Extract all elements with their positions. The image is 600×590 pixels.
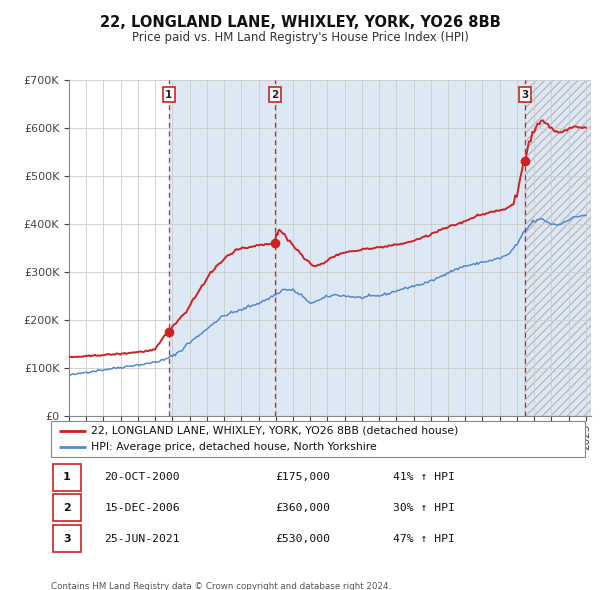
- Text: Price paid vs. HM Land Registry's House Price Index (HPI): Price paid vs. HM Land Registry's House …: [131, 31, 469, 44]
- Text: 41% ↑ HPI: 41% ↑ HPI: [393, 473, 455, 482]
- Bar: [169, 80, 275, 416]
- Text: 22, LONGLAND LANE, WHIXLEY, YORK, YO26 8BB (detached house): 22, LONGLAND LANE, WHIXLEY, YORK, YO26 8…: [91, 426, 458, 436]
- Bar: [525, 80, 591, 416]
- Text: 2: 2: [63, 503, 71, 513]
- Text: Contains HM Land Registry data © Crown copyright and database right 2024.
This d: Contains HM Land Registry data © Crown c…: [51, 582, 391, 590]
- Text: £175,000: £175,000: [275, 473, 330, 482]
- Text: 2: 2: [271, 90, 278, 100]
- Text: HPI: Average price, detached house, North Yorkshire: HPI: Average price, detached house, Nort…: [91, 442, 377, 452]
- Bar: [53, 464, 81, 491]
- Bar: [275, 80, 525, 416]
- Text: 22, LONGLAND LANE, WHIXLEY, YORK, YO26 8BB: 22, LONGLAND LANE, WHIXLEY, YORK, YO26 8…: [100, 15, 500, 30]
- Bar: [53, 494, 81, 522]
- Text: 1: 1: [165, 90, 172, 100]
- Text: 1: 1: [63, 473, 71, 482]
- Text: 3: 3: [521, 90, 529, 100]
- Text: 20-OCT-2000: 20-OCT-2000: [104, 473, 180, 482]
- Text: 47% ↑ HPI: 47% ↑ HPI: [393, 534, 455, 543]
- Text: £530,000: £530,000: [275, 534, 330, 543]
- Text: 3: 3: [63, 534, 71, 543]
- Text: 25-JUN-2021: 25-JUN-2021: [104, 534, 180, 543]
- Bar: [53, 525, 81, 552]
- Text: 15-DEC-2006: 15-DEC-2006: [104, 503, 180, 513]
- Text: £360,000: £360,000: [275, 503, 330, 513]
- Text: 30% ↑ HPI: 30% ↑ HPI: [393, 503, 455, 513]
